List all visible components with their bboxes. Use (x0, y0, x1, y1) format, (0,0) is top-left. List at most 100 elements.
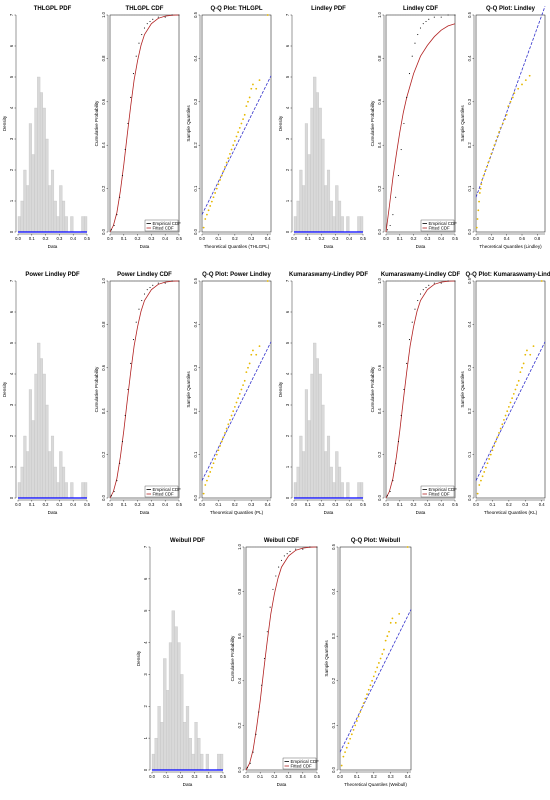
qq-point (514, 388, 517, 391)
x-tick-label: 0.2 (319, 502, 325, 507)
empirical-cdf-point (135, 321, 137, 323)
histogram-bar (324, 451, 328, 499)
y-tick-label: 0.8 (237, 588, 242, 594)
chart-title: Weibull CDF (264, 538, 300, 544)
chart-svg: Lindley CDF 0.0 0.2 0.4 0.6 0.8 1.0 0.0 0.1 0.2 0.… (370, 6, 459, 249)
qq-point (507, 105, 510, 108)
histogram-bar (37, 342, 41, 499)
qq-point (250, 87, 253, 90)
histogram-bar (338, 466, 342, 499)
y-tick-label: 1 (285, 465, 290, 468)
empirical-cdf-point (252, 751, 254, 753)
y-tick-label: 0.5 (193, 11, 198, 17)
y-tick-label: 0.6 (377, 364, 382, 370)
qq-point (496, 135, 499, 138)
qq-point (509, 401, 512, 404)
x-tick-label: 0.3 (424, 502, 430, 507)
y-tick-label: 1 (9, 199, 14, 202)
y-axis-label: Density (2, 115, 7, 131)
qq-point (482, 174, 485, 177)
y-tick-label: 0.2 (193, 408, 198, 414)
legend-label-fitted: Fitted CDF (429, 492, 451, 497)
histogram-bar (177, 642, 181, 771)
empirical-cdf-point (397, 441, 399, 443)
x-tick-label: 0.1 (305, 502, 311, 507)
qq-point (491, 148, 494, 151)
histogram-bar (304, 123, 308, 233)
x-tick-label: 0.0 (107, 236, 113, 241)
qq-point (501, 122, 504, 125)
qq-point (347, 742, 350, 745)
histogram-bar (154, 737, 158, 771)
qq-point (204, 484, 207, 486)
y-tick-label: 4 (9, 372, 14, 375)
y-tick-label: 0.0 (467, 494, 472, 500)
x-tick-label: 0.4 (265, 502, 271, 507)
empirical-cdf-point (152, 18, 154, 20)
qq-point (376, 666, 379, 669)
x-axis-label: Data (416, 244, 426, 249)
x-tick-label: 0.5 (220, 774, 226, 779)
qq-point (255, 353, 258, 356)
histogram-bar (31, 420, 35, 499)
qq-point (207, 475, 210, 478)
chart-title: Q-Q Plot: THLGPL (211, 6, 263, 12)
qq-point (481, 475, 484, 478)
qq-point (359, 711, 362, 713)
qq-point (488, 157, 491, 160)
histogram-bar (45, 138, 49, 233)
empirical-cdf-point (392, 214, 394, 216)
y-tick-label: 0.4 (467, 55, 472, 61)
empirical-cdf-point (138, 308, 140, 310)
qq-point (507, 405, 510, 408)
qq-point (345, 746, 348, 749)
x-tick-label: 0.4 (162, 236, 168, 241)
y-tick-label: 0.3 (193, 98, 198, 104)
empirical-cdf-point (143, 27, 146, 29)
histogram-bar (293, 482, 297, 499)
qq-point (202, 492, 205, 495)
histogram-bar (34, 373, 38, 499)
panel-lindley-cdf: Lindley CDF 0.0 0.2 0.4 0.6 0.8 1.0 0.0 0.1 0.2 0.… (370, 2, 459, 258)
x-tick-label: 0.3 (286, 774, 292, 779)
x-tick-label: 0.1 (216, 502, 222, 507)
y-axis-label: Cumulative Probability (370, 100, 375, 146)
empirical-cdf-point (113, 224, 115, 227)
x-tick-label: 0.3 (388, 774, 394, 779)
qq-point (476, 218, 479, 220)
empirical-cdf-point (406, 362, 408, 365)
x-tick-label: 0.5 (452, 502, 458, 507)
qq-point (356, 720, 358, 722)
qq-point (488, 458, 491, 460)
empirical-cdf-point (171, 280, 173, 282)
histogram-bar (296, 466, 300, 499)
qq-point (350, 733, 353, 736)
qq-point (217, 449, 220, 452)
histogram-bar (174, 626, 178, 771)
panel-kumaraswamy-lindley-cdf: Kumaraswamy-Lindley CDF 0.0 0.2 0.4 0.6 0.8 1.… (370, 268, 461, 524)
x-axis-label: Theoretical Quantiles (PL) (210, 510, 264, 515)
qq-point (210, 200, 213, 203)
qq-point (490, 152, 493, 155)
empirical-cdf-point (447, 14, 449, 16)
x-tick-label: 0.1 (490, 502, 496, 507)
histogram-bar (217, 753, 221, 771)
histogram-bar (307, 154, 311, 233)
panel-thlgpl-pdf: THLGPL PDF 0 1 2 3 4 5 6 7 0.0 0.1 0.2 0.3 0.4 0.5 Data… (2, 2, 91, 258)
histogram-bar (20, 466, 24, 499)
qq-point (240, 388, 243, 391)
qq-point (512, 392, 515, 395)
y-tick-label: 5 (285, 341, 290, 344)
legend-label-fitted: Fitted CDF (429, 226, 451, 231)
legend-label-fitted: Fitted CDF (291, 764, 313, 769)
histogram-bar (197, 737, 201, 771)
y-tick-label: 0.6 (101, 364, 106, 370)
empirical-cdf-point (386, 495, 388, 497)
y-tick-label: 0.4 (193, 55, 198, 61)
y-tick-label: 7 (285, 279, 290, 282)
qq-point (214, 458, 217, 460)
y-tick-label: 6 (285, 44, 290, 47)
qq-point (225, 161, 228, 164)
histogram-bar (188, 737, 192, 771)
x-tick-label: 0.5 (84, 502, 90, 507)
